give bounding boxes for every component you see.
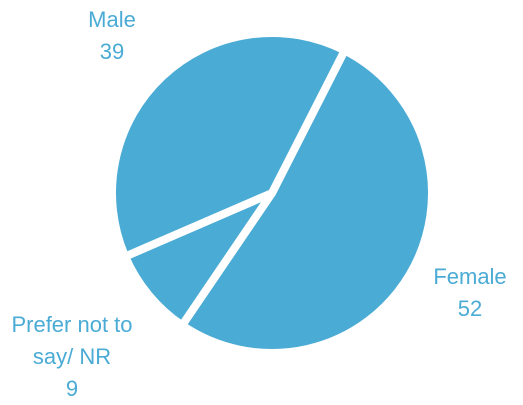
value-label: 39 xyxy=(99,39,125,64)
pie-slice xyxy=(108,29,349,261)
category-label: Male xyxy=(88,7,136,32)
category-label: Female xyxy=(433,264,507,289)
slice-label: Female 52 xyxy=(410,261,523,325)
slice-label: Male 39 xyxy=(62,4,162,68)
value-label: 9 xyxy=(65,376,79,401)
category-label: Prefer not to say/ NR xyxy=(11,312,133,369)
slice-label: Prefer not to say/ NR 9 xyxy=(7,309,137,405)
pie-slice xyxy=(178,46,436,357)
value-label: 52 xyxy=(457,296,483,321)
